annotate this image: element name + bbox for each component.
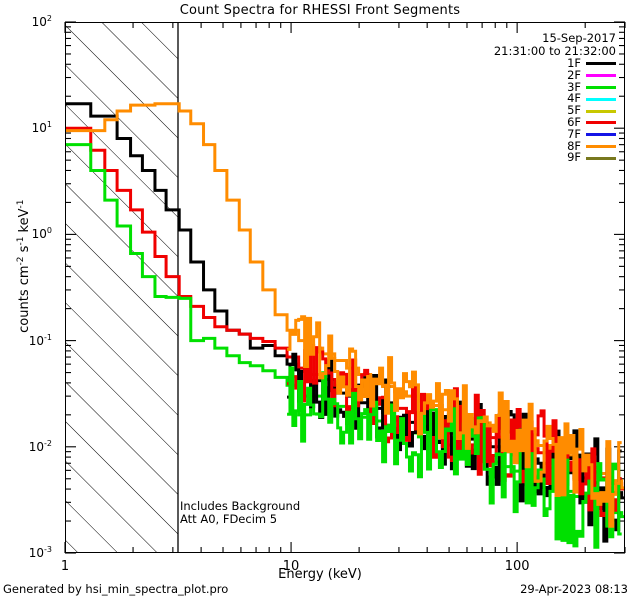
legend-label: 8F [567, 138, 581, 153]
legend-entry-6f[interactable]: 6F [567, 114, 616, 129]
annotation-line-1: Includes Background [180, 499, 301, 513]
y-tick-mantissa: 10 [31, 227, 47, 242]
y-tick-mantissa: 10 [28, 439, 45, 454]
legend-color-swatch [586, 133, 616, 137]
y-tick-mantissa: 10 [31, 15, 47, 29]
legend-label: 9F [567, 150, 581, 165]
x-axis-tick-100: 100 [504, 559, 530, 574]
legend-color-swatch [586, 144, 616, 148]
legend-label: 7F [567, 126, 581, 141]
y-axis-label-exp1: -2 [15, 256, 26, 266]
x-axis-tick-10: 10 [282, 559, 300, 574]
legend-entry-1f[interactable]: 1F [567, 56, 616, 70]
y-tick-exponent: -2 [44, 438, 52, 448]
y-axis-tick--2: 10-2 [6, 439, 52, 454]
y-axis-tick--1: 10-1 [6, 333, 52, 348]
legend-color-swatch [586, 109, 616, 113]
y-axis-label-mid2: keV [17, 208, 33, 237]
data-traces [65, 102, 625, 549]
y-axis-label-exp3: -1 [15, 199, 26, 209]
plot-annotation: Includes Background Att A0, FDecim 5 [180, 500, 300, 526]
legend-label: 6F [567, 114, 581, 129]
legend-entry-2f[interactable]: 2F [567, 67, 616, 82]
y-tick-exponent: 1 [46, 120, 52, 130]
y-tick-exponent: -1 [44, 332, 52, 342]
y-axis-tick--3: 10-3 [6, 545, 52, 560]
y-tick-exponent: 2 [46, 14, 52, 23]
legend-color-swatch [586, 121, 616, 125]
legend-entry-7f[interactable]: 7F [567, 126, 616, 141]
footer-generator: Generated by hsi_min_spectra_plot.pro [3, 582, 229, 596]
legend-label: 5F [567, 103, 581, 118]
observation-date: 15-Sep-2017 [542, 31, 616, 45]
legend-label: 2F [567, 67, 581, 82]
y-tick-exponent: 0 [46, 226, 52, 236]
y-tick-mantissa: 10 [28, 333, 45, 348]
legend-color-swatch [586, 85, 616, 89]
annotation-line-2: Att A0, FDecim 5 [180, 512, 278, 526]
legend: 1F 2F 3F 4F 5F 6F 7F 8F 9F [567, 56, 616, 164]
legend-entry-4f[interactable]: 4F [567, 93, 616, 105]
y-axis-label-base: counts cm [17, 265, 33, 333]
observation-stamp: 15-Sep-2017 21:31:00 to 21:32:00 [494, 32, 616, 58]
legend-color-swatch [586, 97, 616, 101]
observation-time-range: 21:31:00 to 21:32:00 [493, 44, 616, 58]
y-axis-tick-1: 101 [6, 120, 52, 135]
y-axis-label-mid1: s [17, 245, 33, 257]
y-tick-mantissa: 10 [31, 121, 47, 136]
y-axis-tick-0: 100 [6, 226, 52, 241]
legend-entry-8f[interactable]: 8F [567, 138, 616, 153]
legend-label: 1F [567, 56, 581, 70]
legend-entry-5f[interactable]: 5F [567, 103, 616, 118]
x-axis-tick-1: 1 [60, 559, 70, 574]
legend-color-swatch [586, 62, 616, 66]
footer-timestamp: 29-Apr-2023 08:13 [520, 582, 628, 596]
y-axis-tick-2: 102 [6, 14, 52, 29]
legend-entry-9f[interactable]: 9F [567, 152, 616, 164]
y-axis-label: counts cm-2 s-1 keV-1 [16, 156, 32, 376]
plot-frame [65, 22, 625, 553]
legend-color-swatch [586, 156, 616, 160]
page-title: Count Spectra for RHESSI Front Segments [179, 3, 461, 18]
y-tick-mantissa: 10 [28, 546, 45, 560]
x-axis-label: Energy (keV) [278, 567, 362, 582]
legend-label: 4F [567, 91, 581, 106]
legend-label: 3F [567, 79, 581, 94]
legend-color-swatch [586, 74, 616, 78]
legend-entry-3f[interactable]: 3F [567, 79, 616, 94]
y-axis-label-exp2: -1 [15, 236, 26, 246]
y-tick-exponent: -3 [44, 545, 52, 554]
